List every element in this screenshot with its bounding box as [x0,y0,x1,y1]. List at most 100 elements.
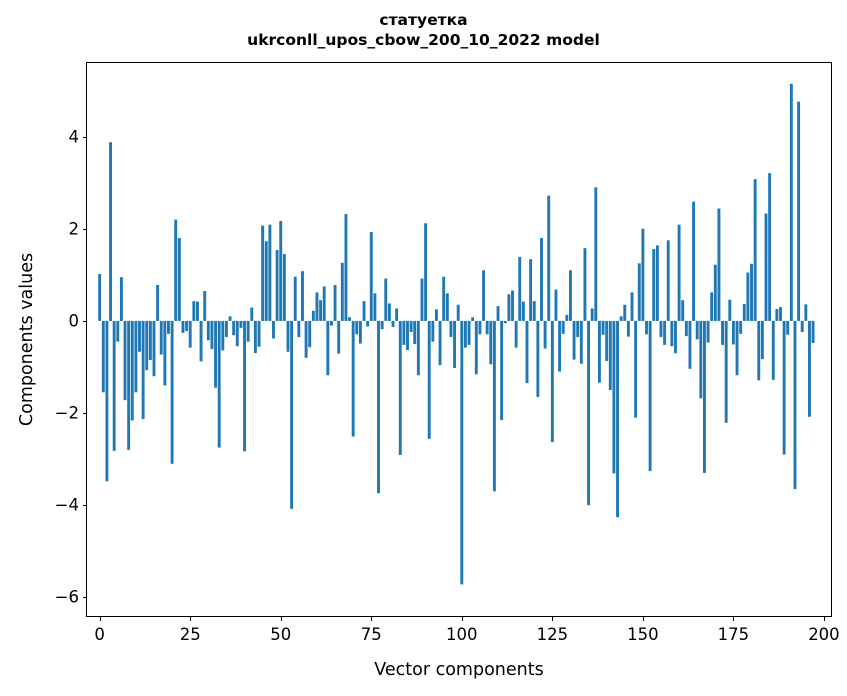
bar [152,320,156,377]
bar [301,271,304,321]
bar [272,320,275,339]
bar [463,320,467,348]
bar [134,320,138,393]
bar [467,320,471,345]
bar [373,293,377,321]
bar [514,320,518,348]
bar [163,320,167,386]
bar [558,320,562,372]
bar [214,320,218,388]
bar [369,232,373,321]
bar [196,301,199,321]
bar [145,320,149,371]
bar [101,320,105,393]
bar [550,320,554,443]
bar [391,320,395,327]
bar [337,320,341,354]
bar [329,320,333,326]
bar [471,317,475,321]
bar [630,292,634,321]
bar [402,320,406,345]
bar [224,320,228,338]
bar [579,320,583,364]
bar [203,290,207,321]
bar [583,248,587,321]
bar [192,301,196,321]
bar [315,292,319,321]
bar [572,320,576,360]
bar [409,320,413,332]
bar [138,320,141,352]
bar [362,301,366,321]
bar [605,320,609,361]
bar [652,249,656,321]
bar [775,308,779,321]
bar [674,320,677,354]
bar [695,320,699,340]
bar [717,208,721,321]
bar [127,320,131,450]
bar [435,309,438,321]
bar [427,320,431,439]
x-tick-mark [461,616,463,621]
bar [199,320,203,362]
bar [500,320,504,420]
bar [786,320,790,335]
bar [518,256,522,321]
bar [532,301,536,321]
bar [264,241,268,321]
chart-title-line-2: ukrconll_upos_cbow_200_10_2022 model [247,31,600,49]
bars-svg [98,83,815,585]
bar [406,320,409,350]
bar [731,320,735,345]
bar [167,320,170,334]
bar [98,273,102,321]
bar [641,228,645,321]
bar [482,270,485,321]
bar [710,292,714,321]
bar [380,320,384,330]
bar [623,304,627,321]
bar [141,320,145,420]
bar [540,238,543,321]
bar [355,320,359,335]
bar [304,320,308,358]
bar [297,320,301,338]
bar [235,320,239,347]
bar [395,308,399,321]
x-tick-mark [280,616,282,621]
bar [811,320,815,344]
bar [210,320,214,350]
bar [148,320,152,361]
bar [232,320,236,336]
bar [590,308,594,321]
bar [587,320,591,506]
bar [561,320,565,334]
bar [322,286,326,321]
bar [619,316,623,321]
x-tick-label: 100 [446,625,478,644]
bar [793,320,797,490]
x-tick-label: 0 [94,625,105,644]
bar [453,320,457,368]
bar [112,320,116,451]
bar [492,320,496,492]
bar [438,320,442,366]
bar [706,320,710,343]
bar [340,262,344,321]
bar [800,320,804,332]
bar [239,320,243,328]
bar [702,320,706,473]
bar [478,320,482,335]
bar [724,320,728,423]
y-tick-mark [82,136,87,138]
bar [217,320,221,448]
bar [507,294,511,321]
bar [757,320,761,381]
y-tick-label: −6 [54,587,79,607]
bar [626,320,630,337]
bar [663,320,667,345]
bar [268,224,272,321]
bar [789,83,793,321]
bar [431,320,435,342]
